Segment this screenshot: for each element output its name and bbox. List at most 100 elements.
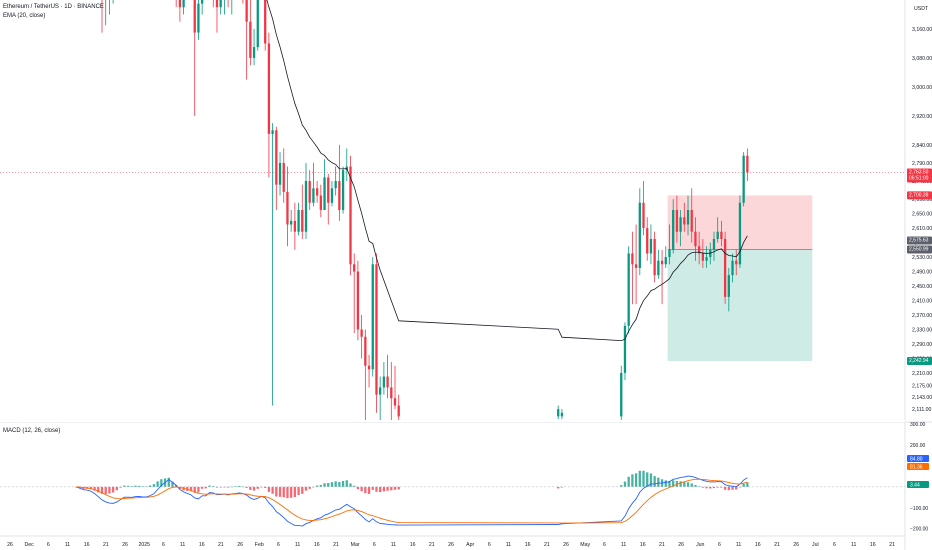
ema-label: EMA (20, close) [3, 13, 46, 19]
time-tick: Mar [351, 542, 360, 548]
candle-body [712, 238, 716, 250]
price-tick: 2,450.00 [912, 284, 932, 290]
candle-2025-06-10 [742, 152, 745, 207]
macd-legend[interactable]: MACD (12, 26, close) [3, 428, 64, 434]
macd-histogram-bar [167, 477, 170, 487]
candle-body [249, 21, 252, 58]
candle-body [631, 253, 634, 265]
candle-body [245, 0, 248, 22]
time-tick: 26 [448, 542, 454, 548]
macd-histogram-bar [241, 486, 245, 488]
candle-2025-02-01 [264, 0, 267, 51]
price-tick: 2,210.00 [912, 371, 932, 377]
candle-2025-01-21 [223, 0, 225, 15]
candle-2025-05-19 [660, 249, 664, 305]
signal-line-badge-text: 81.36 [910, 465, 923, 471]
symbol-legend[interactable]: Ethereum / TetherUS · 1D · BINANCE [3, 4, 108, 10]
macd-histogram-bar [330, 482, 334, 487]
price-tick: 2,610.00 [912, 226, 932, 232]
candle-body [705, 257, 708, 261]
time-tick: 21 [889, 542, 895, 548]
candle-body [367, 365, 371, 370]
price-tick: 2,920.00 [912, 114, 932, 120]
time-tick: 11 [621, 542, 626, 548]
candle-2025-05-23 [675, 195, 679, 243]
macd-histogram-bar [134, 485, 137, 487]
candle-2025-01-23 [231, 0, 233, 15]
candle-body [738, 202, 742, 265]
candle-2025-05-11 [631, 231, 634, 305]
macd-histogram-bar [367, 486, 371, 494]
macd-histogram-bar [638, 470, 641, 487]
macd-histogram-bar [657, 477, 660, 487]
candle-2025-05-24 [679, 210, 682, 247]
candle-2025-05-13 [638, 188, 641, 276]
time-tick: 6 [47, 542, 50, 548]
macd-histogram-bar [664, 480, 667, 487]
candle-2025-02-05 [278, 152, 282, 196]
candle-body [182, 0, 185, 8]
candle-body [649, 238, 653, 254]
macd-histogram-bar [260, 486, 263, 488]
macd-histogram-bar [649, 473, 653, 487]
macd-histogram-bar [727, 486, 730, 491]
time-tick: Jul [812, 542, 819, 548]
macd-histogram-bar [304, 486, 308, 491]
candle-2024-12-19 [101, 0, 103, 33]
candle-2025-03-03 [375, 253, 378, 413]
candle-2025-01-30 [256, 0, 259, 51]
time-tick: 6 [603, 542, 606, 548]
candle-body [264, 0, 267, 44]
candle-2025-02-17 [323, 159, 326, 210]
candle-body [634, 264, 638, 268]
ema-line [266, 0, 748, 342]
candle-2025-02-07 [286, 166, 289, 247]
macd-histogram-bar [252, 486, 256, 491]
macd-histogram-bar [115, 486, 118, 491]
candle-body [701, 253, 705, 261]
time-tick: 21 [429, 542, 435, 548]
candle-2025-03-08 [393, 365, 397, 410]
candle-body [653, 238, 656, 276]
ema-legend[interactable]: EMA (20, close) [3, 13, 49, 19]
macd-histogram-bar [97, 486, 100, 493]
candle-2025-05-12 [634, 224, 638, 305]
macd-histogram-bar [341, 480, 345, 487]
macd-histogram-bar [193, 486, 196, 493]
candle-body [623, 325, 627, 373]
candle-2025-02-14 [312, 162, 315, 207]
candle-body [334, 181, 337, 189]
position-top-badge [907, 191, 932, 200]
entry-badge-text: 2,550.99 [909, 246, 929, 252]
candle-2025-05-22 [672, 199, 675, 254]
last-price-badge-text: 06:51:00 [909, 176, 929, 182]
candle-2025-02-13 [308, 170, 311, 210]
candle-2025-05-09 [623, 322, 627, 381]
macd-histogram-bar [156, 481, 159, 487]
macd-histogram-bar [111, 486, 115, 493]
candle-body [360, 329, 363, 337]
candle-body [727, 275, 730, 297]
macd-histogram-bar [672, 480, 675, 487]
macd-histogram-bar [256, 486, 259, 489]
macd-histogram-bar [701, 486, 705, 488]
candle-body [716, 231, 719, 239]
candle-body [341, 170, 345, 210]
candle-2025-05-31 [705, 246, 708, 268]
macd-histogram-bar [137, 485, 141, 487]
macd-histogram-bar [653, 476, 656, 487]
time-tick: 16 [410, 542, 416, 548]
candle-2025-05-26 [686, 195, 690, 236]
macd-histogram-bar [297, 486, 300, 496]
macd-histogram-bar [386, 486, 389, 491]
candle-2025-02-03 [271, 123, 274, 406]
macd-histogram-bar [267, 486, 271, 492]
macd-tick: 200.00 [910, 443, 926, 449]
time-tick: 6 [373, 542, 376, 548]
candle-2025-05-17 [653, 231, 656, 283]
macd-histogram-bar [100, 486, 104, 494]
time-tick: 21 [544, 542, 550, 548]
candle-2025-02-02 [267, 32, 271, 178]
macd-histogram-bar [338, 482, 341, 487]
